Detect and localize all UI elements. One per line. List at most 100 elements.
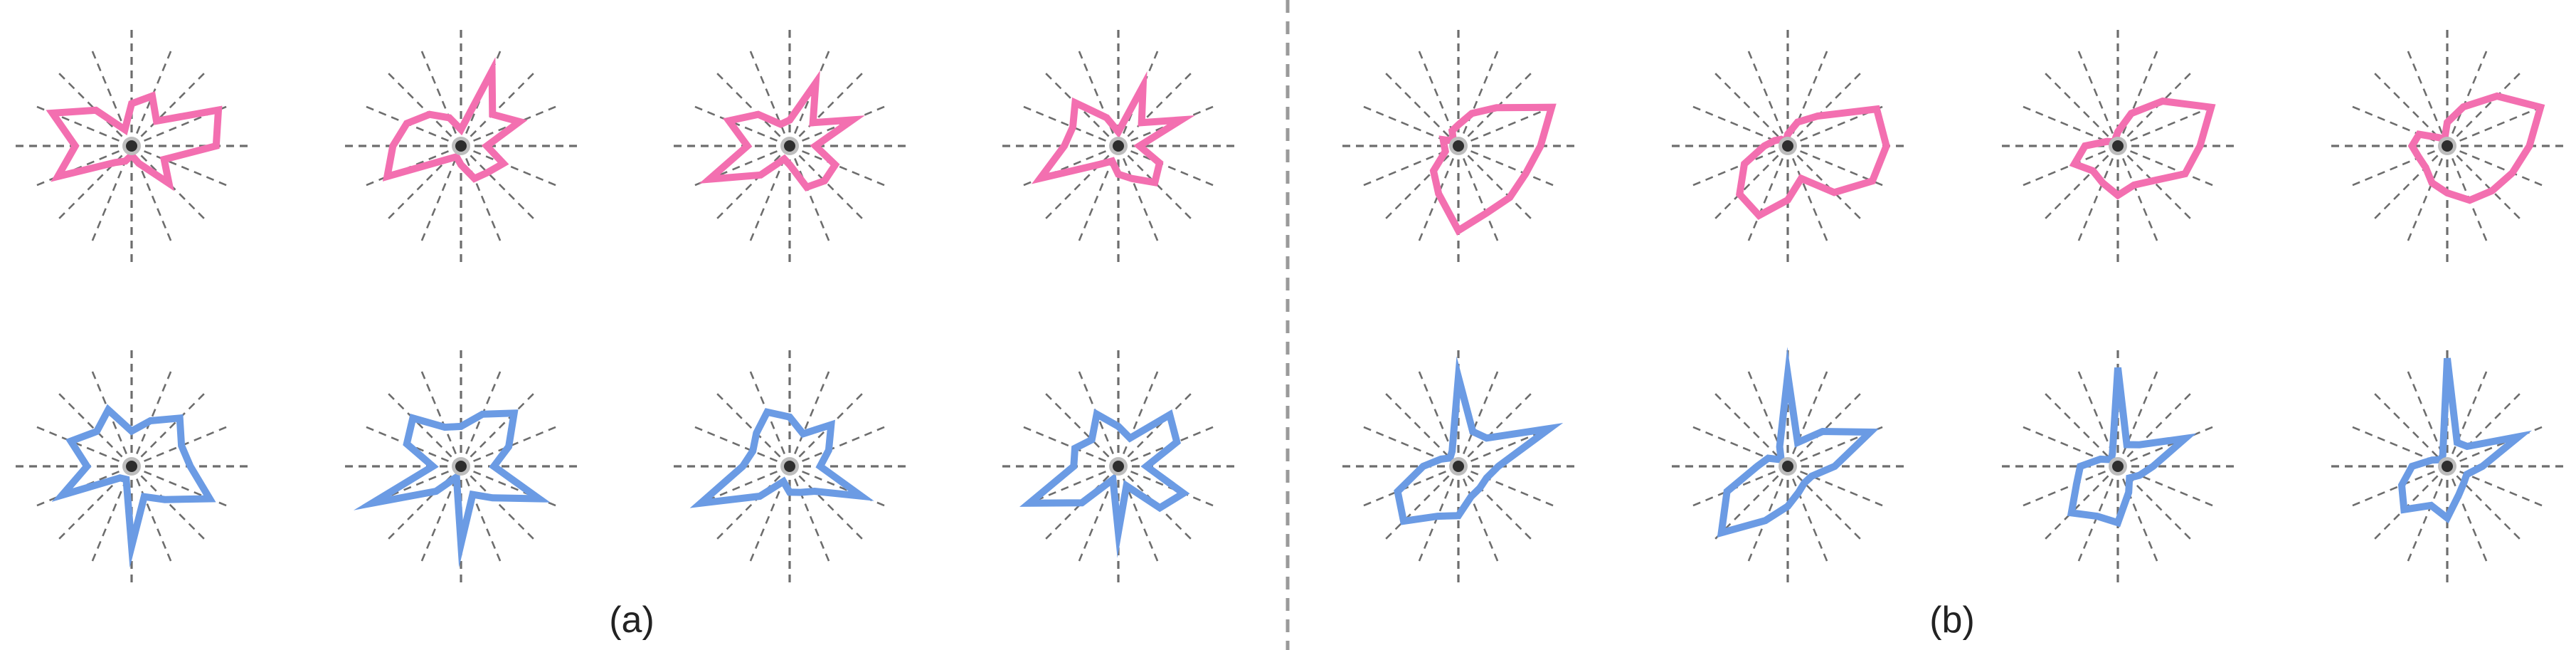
glyph-spoke	[1458, 466, 1534, 542]
star-glyph-outline	[382, 57, 528, 183]
glyph-spoke	[691, 104, 790, 147]
glyph-spoke	[1458, 145, 1534, 221]
glyph-spoke	[1690, 145, 1788, 188]
glyph-spoke	[2447, 145, 2545, 188]
star-glyph-outline	[1429, 103, 1557, 236]
glyph-spoke	[2447, 70, 2523, 147]
glyph-spoke	[788, 48, 832, 147]
glyph-spoke	[1118, 70, 1194, 147]
glyph-center-dot	[784, 140, 795, 152]
glyph-spoke	[1787, 145, 1863, 221]
star-glyph-outline	[1031, 70, 1196, 187]
star-glyph-outline	[51, 404, 216, 568]
glyph-spoke	[460, 466, 536, 542]
glyph-spoke	[131, 70, 207, 147]
glyph-spoke	[691, 424, 790, 468]
glyph-spoke	[788, 145, 832, 244]
glyph-spoke	[1383, 466, 1459, 542]
glyph-spoke	[2447, 466, 2523, 542]
glyph-spoke	[1457, 466, 1500, 565]
glyph-spoke	[460, 70, 536, 147]
glyph-spoke	[1020, 424, 1119, 468]
glyph-spoke	[1458, 145, 1557, 188]
glyph-center-dot	[2442, 461, 2453, 472]
glyph-spoke	[789, 70, 865, 147]
glyph-spoke	[1117, 145, 1160, 244]
glyph-spoke	[33, 424, 132, 468]
glyph-spoke	[1043, 391, 1119, 467]
glyph-spoke	[1118, 424, 1217, 468]
glyph-center-dot	[2112, 140, 2124, 152]
glyph-spoke	[1746, 48, 1789, 147]
glyph-spoke	[90, 368, 133, 467]
star-glyph-b-bottom-4	[2330, 349, 2565, 584]
glyph-center-dot	[1453, 461, 1464, 472]
glyph-center-dot	[1453, 140, 1464, 152]
glyph-spoke	[131, 391, 207, 467]
glyph-spoke	[131, 466, 207, 542]
glyph-spoke	[363, 145, 462, 188]
glyph-spoke	[789, 424, 888, 468]
glyph-spoke	[2076, 48, 2119, 147]
glyph-spoke	[1787, 391, 1863, 467]
glyph-spoke	[2117, 145, 2193, 221]
star-glyph-a-bottom-2	[344, 349, 578, 584]
glyph-spoke	[1458, 104, 1557, 147]
glyph-spoke	[1118, 104, 1217, 147]
star-glyph-a-top-4	[1001, 28, 1236, 263]
panel-label-b: (b)	[1929, 599, 1975, 641]
glyph-layer	[14, 28, 2565, 584]
glyph-spoke	[2372, 145, 2448, 221]
glyph-spoke	[1076, 48, 1120, 147]
glyph-spoke	[2042, 70, 2119, 147]
glyph-spoke	[460, 145, 503, 244]
glyph-spoke	[56, 391, 132, 467]
glyph-spoke	[2117, 145, 2216, 188]
glyph-spoke	[714, 145, 790, 221]
glyph-spoke	[1383, 391, 1459, 467]
glyph-spoke	[1416, 466, 1460, 565]
star-glyph-b-top-3	[2000, 28, 2235, 263]
glyph-spoke	[2446, 368, 2489, 467]
glyph-spoke	[2042, 145, 2119, 221]
glyph-spoke	[2042, 466, 2119, 542]
glyph-spoke	[2447, 145, 2523, 221]
star-glyph-outline	[2407, 92, 2545, 204]
glyph-center-dot	[455, 140, 467, 152]
glyph-spoke	[1786, 145, 1830, 244]
star-glyph-b-top-4	[2330, 28, 2565, 263]
glyph-spoke	[1118, 391, 1194, 467]
glyph-spoke	[1043, 70, 1119, 147]
glyph-spoke	[1117, 368, 1160, 467]
star-glyph-a-bottom-4	[1001, 349, 1236, 584]
glyph-spoke	[2042, 391, 2119, 467]
glyph-spoke	[363, 424, 462, 468]
glyph-spoke	[33, 145, 132, 188]
glyph-spoke	[386, 391, 462, 467]
glyph-spoke	[1043, 145, 1119, 221]
glyph-spoke	[460, 145, 559, 188]
star-glyph-outline	[689, 408, 874, 508]
glyph-spoke	[460, 145, 536, 221]
glyph-spoke	[1118, 145, 1217, 188]
glyph-spoke	[460, 368, 503, 467]
glyph-spoke	[419, 368, 462, 467]
glyph-spoke	[363, 104, 462, 147]
glyph-spoke	[1787, 465, 1886, 508]
glyph-center-dot	[1113, 140, 1124, 152]
glyph-spoke	[2447, 391, 2523, 467]
star-glyph-b-bottom-3	[2000, 349, 2235, 584]
glyph-spoke	[2076, 145, 2119, 244]
glyph-spoke	[130, 48, 174, 147]
glyph-center-dot	[126, 140, 137, 152]
star-glyph-outline	[1717, 347, 1880, 538]
glyph-center-dot	[126, 461, 137, 472]
glyph-spoke	[2076, 466, 2119, 565]
glyph-spoke	[1458, 391, 1534, 467]
glyph-spoke	[1786, 368, 1830, 467]
glyph-spoke	[1076, 368, 1120, 467]
glyph-spoke	[2116, 145, 2160, 244]
glyph-spoke	[56, 70, 132, 147]
glyph-spoke	[748, 368, 791, 467]
